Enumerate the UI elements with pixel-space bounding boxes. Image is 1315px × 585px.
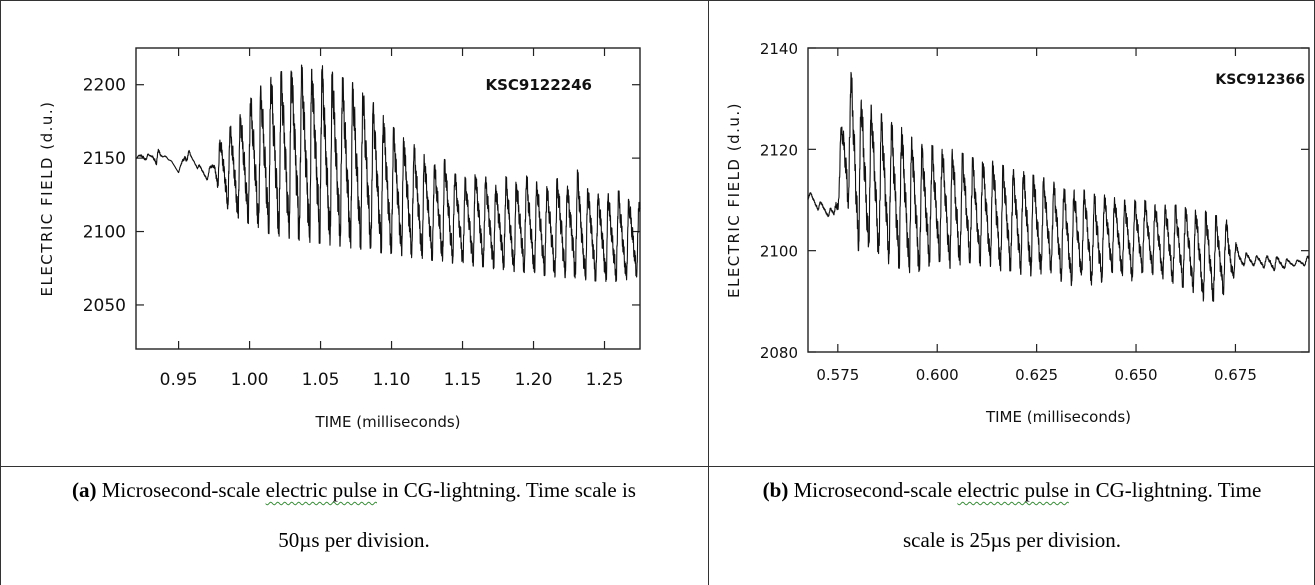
- chart-b-svg: 0.575 0.600 0.625 0.650 0.675 2080 2100 2120 214…: [725, 40, 1310, 426]
- chart-a-ylabel: ELECTRIC FIELD (d.u.): [38, 100, 56, 296]
- chart-a-ytick-label: 2200: [83, 76, 126, 96]
- chart-a-xtick-label: 1.05: [302, 370, 340, 390]
- chart-a-xtick-label: 0.95: [160, 370, 198, 390]
- chart-b-ytick-label: 2100: [760, 243, 798, 261]
- chart-b-ytick-label: 2080: [760, 344, 798, 362]
- chart-panel-a: 0.95 1.00 1.05 1.10 1.15 1.20 1.25 2050 2100 2150…: [0, 0, 708, 466]
- caption-b-line2: scale is 25µs per division.: [903, 528, 1121, 552]
- chart-a-frame: [135, 47, 641, 350]
- caption-b-text-before: Microsecond-scale: [788, 478, 958, 502]
- table-row-divider: [0, 466, 1315, 467]
- table-border-top: [0, 0, 1315, 1]
- caption-b: (b) Microsecond-scale electric pulse in …: [712, 470, 1312, 560]
- chart-b-xtick-label: 0.675: [1214, 366, 1257, 384]
- chart-b-series-line: [807, 71, 1310, 302]
- chart-a-series-line: [135, 64, 641, 283]
- chart-a-ytick-label: 2050: [83, 296, 126, 316]
- caption-a-text-before: Microsecond-scale: [96, 478, 266, 502]
- caption-b-text-after: in CG-lightning. Time: [1068, 478, 1262, 502]
- chart-b-xtick-label: 0.625: [1015, 366, 1058, 384]
- chart-a-xtick-label: 1.25: [586, 370, 624, 390]
- caption-a-line2: 50µs per division.: [278, 528, 430, 552]
- chart-a-svg: 0.95 1.00 1.05 1.10 1.15 1.20 1.25 2050 2100 2150…: [38, 47, 641, 431]
- chart-a-xtick-label: 1.00: [231, 370, 269, 390]
- chart-a-ytick-label: 2100: [83, 223, 126, 243]
- chart-b-xtick-label: 0.575: [816, 366, 859, 384]
- chart-b-frame: [807, 47, 1310, 353]
- chart-b-xtick-label: 0.600: [916, 366, 959, 384]
- caption-a-wavy: electric pulse: [265, 478, 377, 502]
- chart-a-xtick-label: 1.15: [444, 370, 482, 390]
- chart-a-xtick-label: 1.20: [515, 370, 553, 390]
- caption-a-text-after: in CG-lightning. Time scale is: [376, 478, 636, 502]
- chart-a-xtick-label: 1.10: [373, 370, 411, 390]
- chart-b-xtick-label: 0.650: [1115, 366, 1158, 384]
- chart-b-ytick-label: 2140: [760, 40, 798, 58]
- caption-b-wavy: electric pulse: [957, 478, 1069, 502]
- chart-b-annotation: KSC912366: [1215, 72, 1305, 88]
- table-border-mid: [708, 0, 709, 585]
- table-border-left: [0, 0, 1, 585]
- chart-a-annotation: KSC9122246: [486, 76, 593, 94]
- caption-b-line1: (b) Microsecond-scale electric pulse in …: [712, 470, 1312, 510]
- chart-b-ytick-label: 2120: [760, 141, 798, 159]
- chart-a-xlabel: TIME (milliseconds): [314, 413, 460, 431]
- caption-a-line1: (a) Microsecond-scale electric pulse in …: [4, 470, 704, 510]
- chart-a-ytick-label: 2150: [83, 149, 126, 169]
- chart-panel-b: 0.575 0.600 0.625 0.650 0.675 2080 2100 2120 214…: [709, 0, 1314, 466]
- chart-b-xlabel: TIME (milliseconds): [985, 408, 1131, 426]
- caption-a: (a) Microsecond-scale electric pulse in …: [4, 470, 704, 560]
- caption-a-prefix: (a): [72, 478, 97, 502]
- caption-b-prefix: (b): [762, 478, 789, 502]
- chart-b-ylabel: ELECTRIC FIELD (d.u.): [725, 102, 743, 298]
